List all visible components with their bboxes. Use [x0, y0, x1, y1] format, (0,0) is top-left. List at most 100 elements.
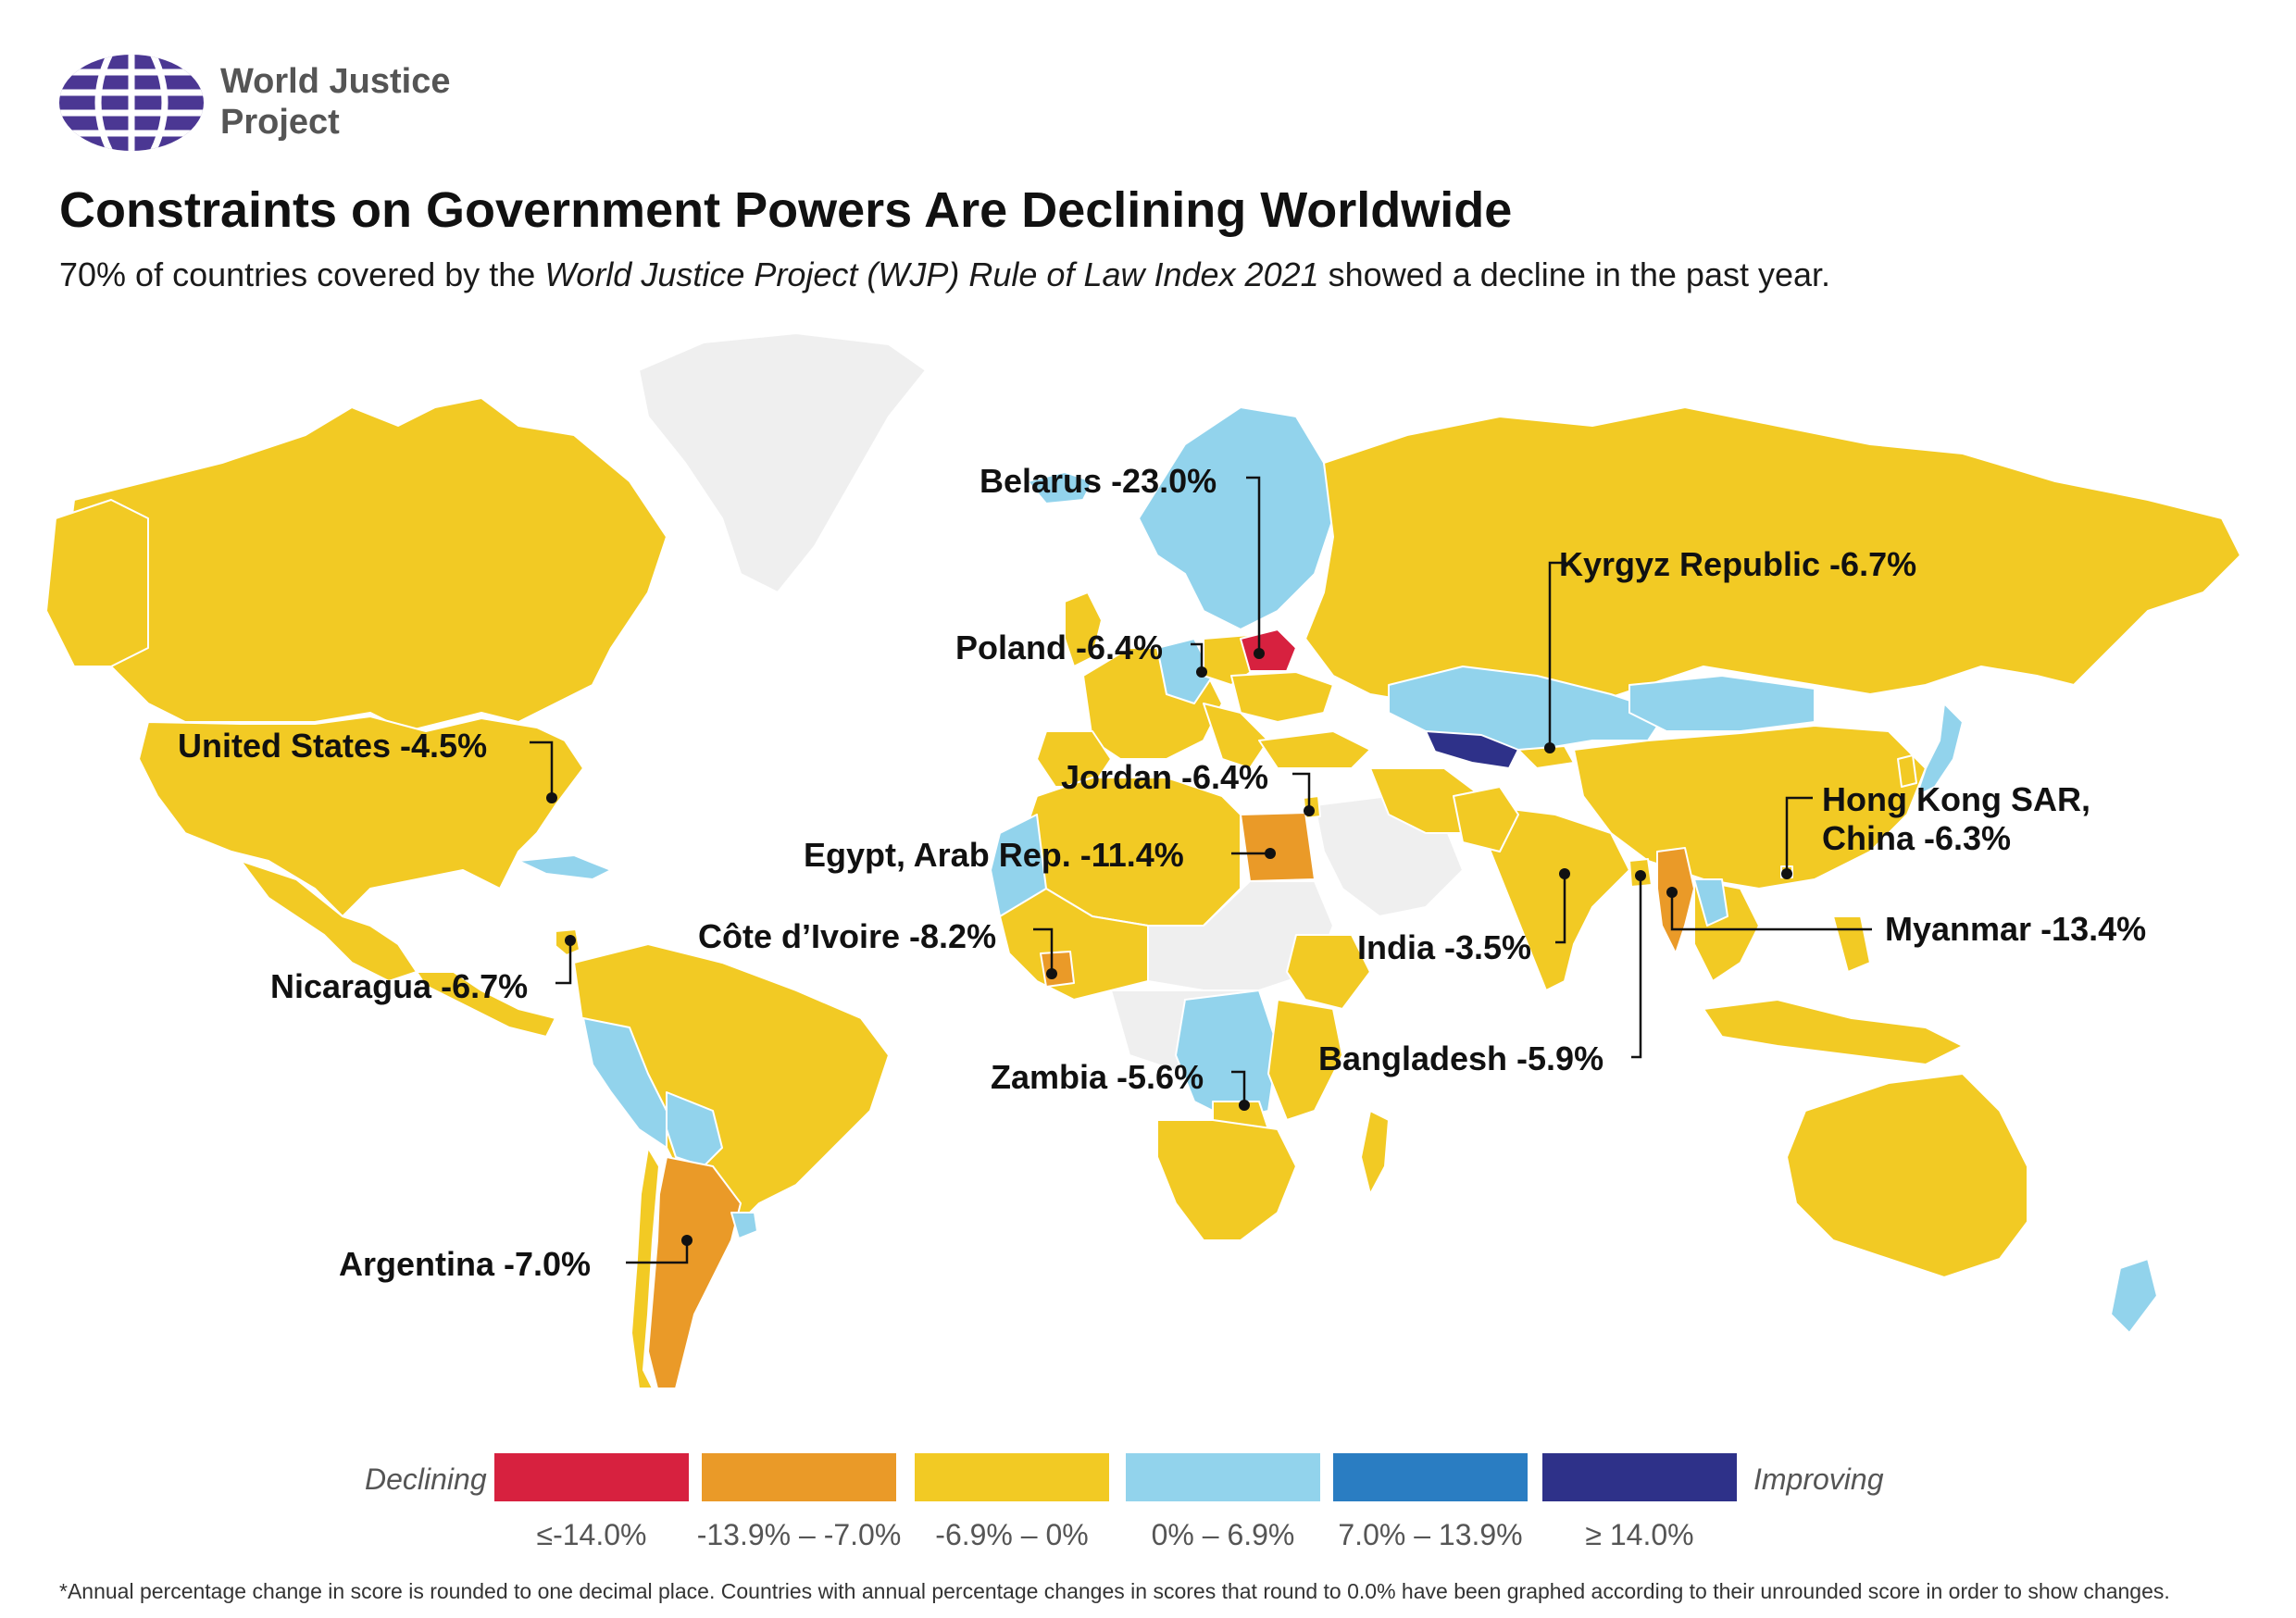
country-thailand: [1693, 878, 1728, 927]
country-indonesia: [1703, 999, 1964, 1065]
callout-myanmar: Myanmar -13.4%: [1885, 910, 2146, 948]
subtitle-pre: 70% of countries covered by the: [59, 255, 545, 293]
country-egypt: [1240, 812, 1316, 882]
dot-united-states: [546, 792, 557, 803]
footnote: *Annual percentage change in score is ro…: [59, 1579, 2170, 1603]
country-uruguay: [730, 1212, 758, 1239]
callout-hong-kong-line1: Hong Kong SAR,: [1822, 780, 2090, 818]
dot-kyrgyz: [1544, 742, 1555, 753]
country-balkans: [1203, 703, 1269, 769]
callout-poland: Poland -6.4%: [955, 629, 1163, 666]
legend-swatch-1: [494, 1453, 689, 1501]
leader-poland: [1191, 642, 1204, 672]
country-mexico: [240, 860, 418, 982]
dot-hong-kong: [1781, 868, 1792, 879]
legend-left-label: Declining: [365, 1462, 487, 1496]
country-germany: [1156, 638, 1214, 704]
leader-bangladesh: [1631, 876, 1642, 1059]
callout-egypt: Egypt, Arab Rep. -11.4%: [804, 836, 1184, 874]
legend-right-label: Improving: [1753, 1462, 1884, 1496]
leader-kyrgyz: [1548, 561, 1566, 748]
dot-bangladesh: [1635, 870, 1646, 881]
page-title: Constraints on Government Powers Are Dec…: [59, 182, 1513, 238]
country-east-africa: [1267, 999, 1343, 1121]
dot-cote-divoire: [1046, 968, 1057, 979]
country-belarus: [1240, 629, 1297, 672]
legend-label-4: 0% – 6.9%: [1151, 1518, 1295, 1551]
page-subtitle: 70% of countries covered by the World Ju…: [59, 255, 1830, 294]
country-cuba: [518, 854, 612, 880]
callout-belarus: Belarus -23.0%: [980, 462, 1217, 500]
callout-jordan: Jordan -6.4%: [1061, 758, 1268, 796]
country-southern-africa: [1156, 1119, 1297, 1241]
country-india: [1480, 804, 1630, 991]
dot-poland: [1196, 666, 1207, 678]
legend-swatch-2: [702, 1453, 896, 1501]
callout-india: India -3.5%: [1357, 928, 1531, 966]
country-china: [1573, 725, 1927, 890]
country-uk: [1064, 591, 1103, 667]
country-canada: [64, 397, 668, 732]
leader-hong-kong: [1785, 796, 1813, 874]
country-japan: [1915, 703, 1964, 797]
country-cote-divoire: [1040, 951, 1075, 988]
country-madagascar: [1360, 1110, 1390, 1195]
legend-swatch-6: [1542, 1453, 1737, 1501]
country-uzbekistan: [1425, 730, 1519, 769]
dot-india: [1559, 868, 1570, 879]
country-alaska: [45, 499, 149, 667]
legend-label-6: ≥ 14.0%: [1585, 1518, 1694, 1551]
dot-jordan: [1304, 805, 1315, 816]
leader-argentina: [626, 1240, 689, 1264]
legend-swatch-4: [1126, 1453, 1320, 1501]
country-argentina: [647, 1156, 742, 1389]
country-philippines: [1832, 915, 1871, 973]
country-ukraine: [1230, 671, 1334, 723]
country-australia: [1786, 1073, 2028, 1278]
dot-zambia: [1239, 1100, 1250, 1111]
leader-belarus: [1246, 476, 1261, 653]
leader-zambia: [1231, 1070, 1246, 1105]
leader-nicaragua: [555, 940, 572, 985]
country-pakistan: [1453, 786, 1519, 853]
country-myanmar: [1656, 847, 1695, 954]
country-chile: [630, 1147, 660, 1389]
callout-argentina: Argentina -7.0%: [339, 1245, 591, 1283]
country-turkey: [1258, 730, 1371, 769]
subtitle-italic: World Justice Project (WJP) Rule of Law …: [544, 255, 1319, 293]
subtitle-post: showed a decline in the past year.: [1318, 255, 1831, 293]
callout-cote-divoire: Côte d’Ivoire -8.2%: [698, 917, 996, 955]
dot-argentina: [681, 1235, 693, 1246]
logo-line1: World Justice: [220, 62, 451, 101]
country-korea: [1897, 754, 1917, 788]
dot-nicaragua: [565, 935, 576, 946]
country-west-africa: [999, 888, 1149, 1001]
leader-united-states: [530, 741, 554, 798]
country-scandinavia: [1138, 406, 1334, 630]
logo-text: World Justice Project: [220, 61, 450, 143]
leader-myanmar: [1670, 892, 1872, 931]
dot-myanmar: [1666, 887, 1678, 898]
legend-label-3: -6.9% – 0%: [935, 1518, 1089, 1551]
callout-kyrgyz: Kyrgyz Republic -6.7%: [1559, 545, 1916, 583]
country-kazakhstan: [1388, 666, 1667, 751]
callout-zambia: Zambia -5.6%: [991, 1058, 1204, 1096]
country-greenland: [638, 332, 927, 593]
logo-line2: Project: [220, 103, 340, 142]
country-mongolia: [1628, 675, 1816, 732]
wjp-logo-icon: [59, 55, 204, 151]
leader-jordan: [1292, 772, 1311, 811]
legend-label-5: 7.0% – 13.9%: [1338, 1518, 1523, 1551]
legend-swatch-5: [1333, 1453, 1528, 1501]
leader-cote-divoire: [1033, 927, 1054, 974]
legend-label-2: -13.9% – -7.0%: [696, 1518, 902, 1551]
country-iceland: [1027, 471, 1093, 504]
callout-nicaragua: Nicaragua -6.7%: [270, 967, 528, 1005]
country-united-states: [138, 716, 584, 917]
country-peru: [582, 1017, 668, 1149]
legend-label-1: ≤-14.0%: [536, 1518, 647, 1551]
dot-belarus: [1254, 648, 1265, 659]
leader-india: [1555, 874, 1566, 944]
callout-hong-kong-line2: China -6.3%: [1822, 819, 2011, 857]
